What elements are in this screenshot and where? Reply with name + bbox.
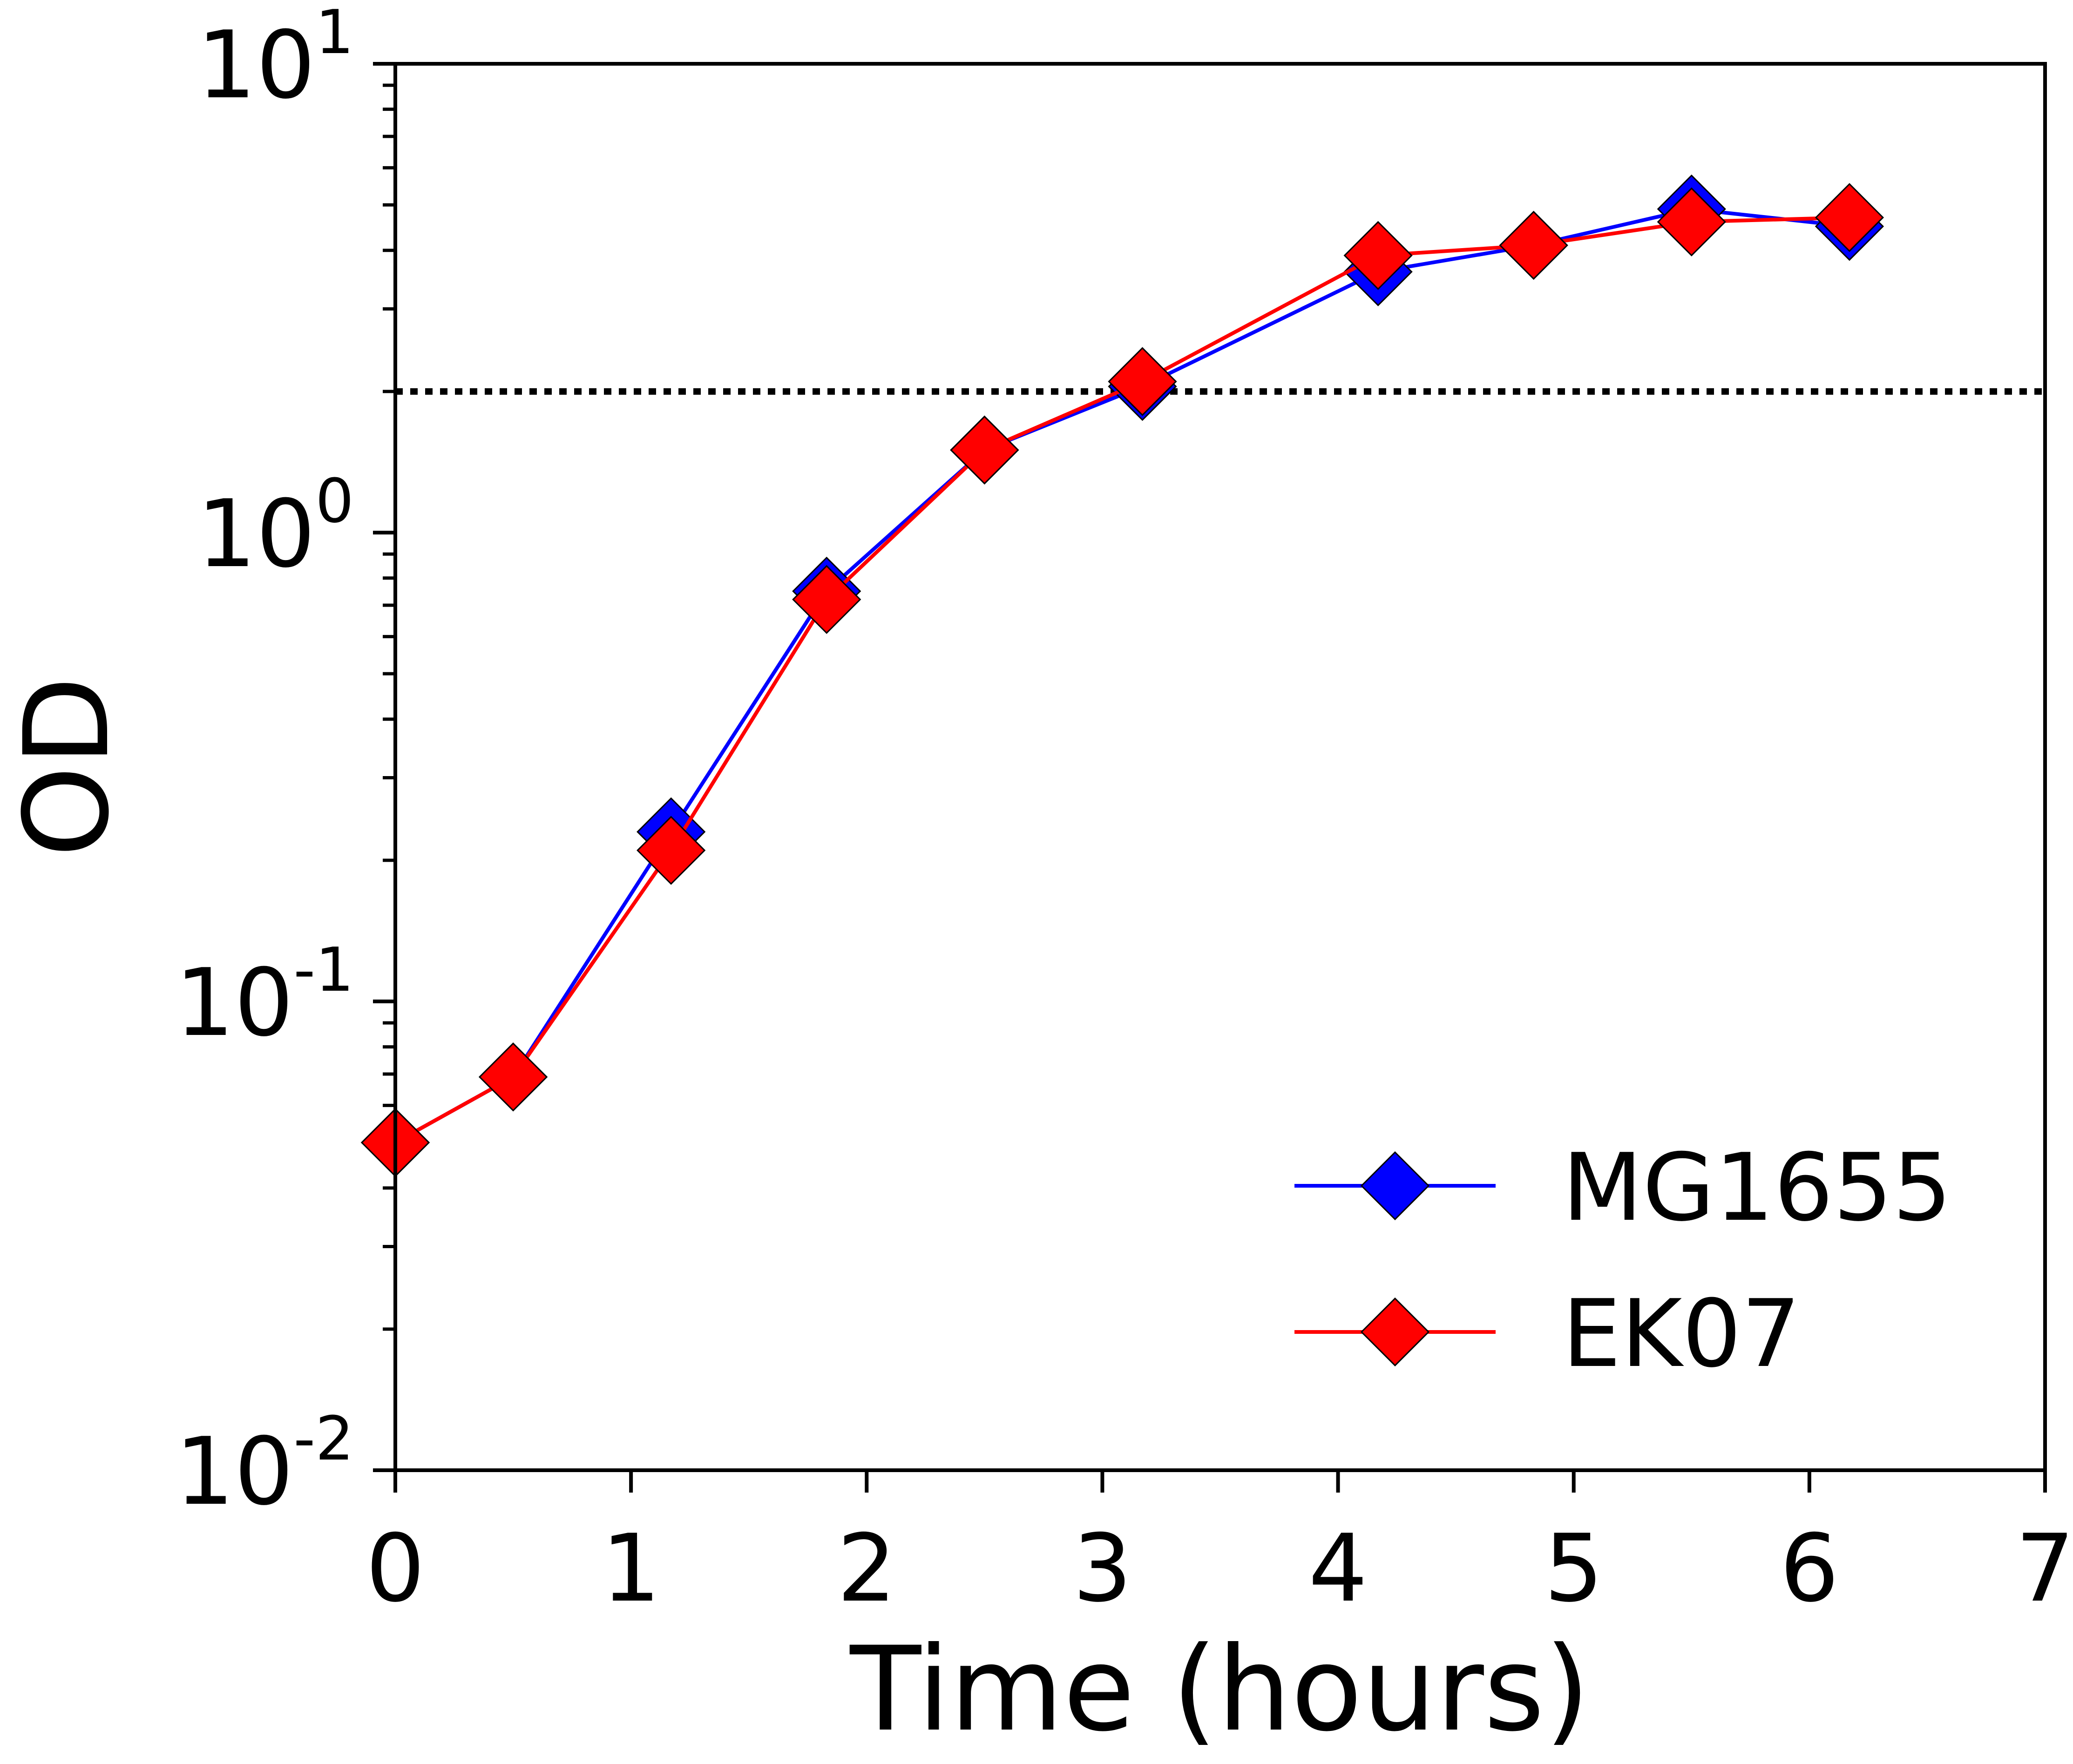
data-point-ek07	[1108, 347, 1177, 416]
y-minor-ticks	[383, 83, 395, 1331]
series-line-ek07	[394, 216, 1850, 1144]
x-tick-label: 5	[1544, 1514, 1603, 1623]
y-tick-exponent: 1	[315, 0, 354, 68]
data-point-ek07	[792, 565, 861, 634]
x-axis-title: Time (hours)	[849, 1622, 1590, 1757]
axis-major-ticks	[373, 62, 2047, 1493]
series-line-mg1655	[394, 207, 1850, 1144]
y-tick-exponent: -1	[293, 934, 354, 1005]
legend-label-ek07: EK07	[1562, 1280, 1801, 1388]
x-tick-label: 2	[837, 1514, 896, 1623]
x-tick-label: 7	[2015, 1514, 2073, 1623]
series-mg1655	[360, 174, 1884, 1177]
y-tick-label: 10-1	[175, 934, 354, 1057]
data-point-ek07	[1657, 187, 1726, 257]
y-tick-labels: 10-2 10-1 100 101	[175, 0, 354, 1526]
x-tick-label: 1	[602, 1514, 661, 1623]
x-tick-label: 3	[1073, 1514, 1132, 1623]
y-tick-label: 100	[197, 466, 354, 588]
y-tick-base: 10	[197, 480, 316, 588]
data-point-ek07	[1499, 210, 1568, 280]
x-tick-labels: 0 1 2 3 4 5 6 7	[366, 1514, 2073, 1623]
y-tick-label: 101	[197, 0, 354, 120]
data-point-ek07	[950, 415, 1019, 485]
plot-frame	[393, 62, 2047, 1472]
legend-marker-ek07	[1360, 1297, 1430, 1367]
y-tick-base: 10	[175, 1418, 294, 1526]
data-point-ek07	[478, 1042, 548, 1112]
data-point-ek07	[1343, 221, 1413, 290]
y-tick-base: 10	[197, 11, 316, 120]
y-tick-label: 10-2	[175, 1403, 354, 1526]
legend-label-mg1655: MG1655	[1562, 1134, 1952, 1242]
y-axis-title: OD	[0, 676, 135, 857]
y-tick-base: 10	[175, 949, 294, 1057]
legend-marker-mg1655	[1360, 1151, 1430, 1221]
series-layer	[360, 174, 1884, 1177]
y-tick-exponent: -2	[293, 1403, 354, 1474]
y-tick-exponent: 0	[315, 466, 354, 536]
legend: MG1655 EK07	[1294, 1134, 1952, 1388]
x-tick-label: 6	[1780, 1514, 1839, 1623]
x-tick-label: 0	[366, 1514, 425, 1623]
x-tick-label: 4	[1308, 1514, 1368, 1623]
data-point-ek07	[1815, 183, 1884, 252]
data-point-ek07	[637, 816, 706, 885]
series-ek07	[360, 183, 1884, 1177]
